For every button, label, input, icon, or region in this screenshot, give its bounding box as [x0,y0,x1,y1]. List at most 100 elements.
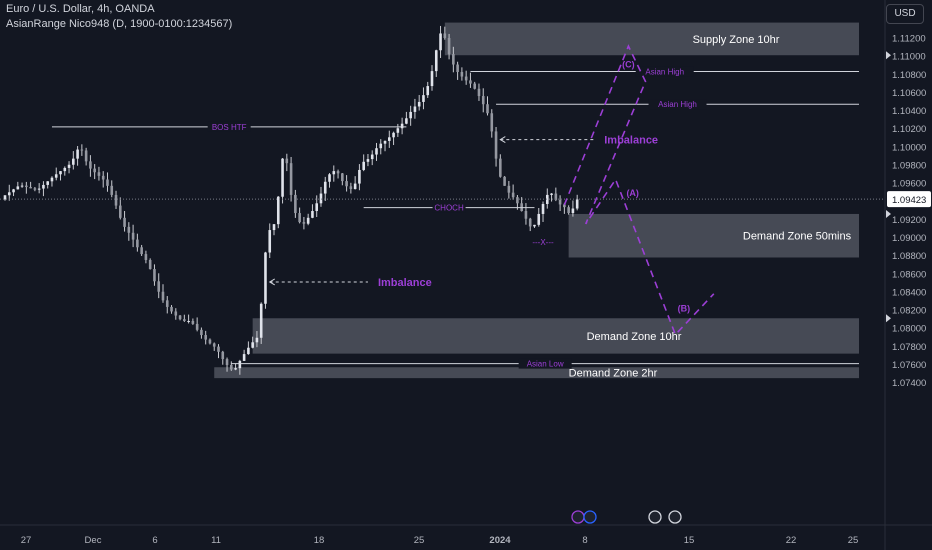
candle-body [225,359,229,365]
candle-body [37,188,41,190]
candle-body [234,368,237,370]
event-icon [571,510,585,524]
y-tick-label: 1.07400 [892,378,926,389]
candle-body [264,252,267,304]
currency-button[interactable]: USD [886,4,924,24]
candle-body [575,199,579,209]
candle-body [486,104,489,114]
y-tick-label: 1.10800 [892,70,926,81]
candle-body [533,224,536,227]
candle-body [20,185,24,187]
wave-label: (A) [626,188,639,198]
wave-label: (B) [678,303,691,313]
candle-body [255,337,259,343]
candle-body [93,168,96,173]
candle-body [148,259,152,270]
candle-body [306,217,310,224]
candle-body [434,50,438,72]
x-tick-label: 2024 [489,535,511,546]
candle-body [490,113,494,132]
candle-body [195,323,199,330]
candle-body [422,95,425,102]
indicator-legend[interactable]: AsianRange Nico948 (D, 1900-0100:1234567… [6,18,233,30]
y-tick-label: 1.08600 [892,269,926,280]
event-icon [583,510,597,524]
candle-body [29,186,32,189]
candle-body [131,232,135,240]
x-marker: ---X--- [532,238,554,247]
candle-body [72,158,75,165]
candle-body [165,300,169,307]
y-tick-label: 1.09200 [892,215,926,226]
candle-body [494,131,498,159]
level-label: Asian High [658,100,697,109]
candle-body [366,159,370,162]
candle-body [285,158,289,164]
candle-body [311,211,314,218]
candle-body [332,171,336,175]
candle-body [528,218,532,227]
candle-body [507,185,511,193]
candle-body [212,343,216,347]
candle-body [144,254,148,260]
y-tick-label: 1.10400 [892,106,926,117]
candle-body [110,185,114,195]
candle-body [315,203,319,212]
x-tick-label: 25 [848,535,859,546]
candle-body [183,319,186,321]
zone-rect [444,22,859,56]
x-tick-label: 11 [211,535,221,546]
candle-body [230,364,233,370]
candle-body [302,222,306,224]
candle-body [259,303,263,338]
candle-body [379,143,383,149]
candle-body [503,176,506,186]
candle-body [50,177,54,182]
x-tick-label: 6 [152,535,157,546]
candle-body [341,173,344,182]
candle-body [221,351,225,360]
candle-body [336,171,340,174]
y-tick-label: 1.08400 [892,287,926,298]
x-tick-label: 25 [414,535,425,546]
zone-edge-marker [886,314,891,323]
y-tick-label: 1.10200 [892,124,926,135]
zone-label: Demand Zone 10hr [587,331,682,343]
candle-body [106,179,109,186]
candle-body [541,203,545,214]
last-price-label: 1.09423 [892,195,926,206]
candle-body [349,186,353,190]
level-label: BOS HTF [212,123,247,132]
level-label-bg [648,99,707,110]
level-label: CHOCH [434,204,464,213]
candle-body [217,346,220,352]
candle-body [392,132,395,138]
candle-body [481,96,485,105]
candle-body [383,140,387,144]
candle-body [268,230,272,253]
candle-body [563,204,566,208]
candle-body [375,148,378,155]
zone-rect [568,213,859,258]
candle-body [170,306,173,312]
candle-body [59,171,62,175]
y-tick-label: 1.09000 [892,233,926,244]
y-tick-label: 1.11200 [892,34,926,45]
arrow-head [268,278,275,286]
candle-body [242,354,246,361]
candle-body [473,83,476,89]
candle-body [157,281,161,292]
level-label-bg [518,358,572,369]
candle-body [251,342,254,348]
candle-body [456,64,459,73]
candle-body [272,224,276,231]
x-tick-label: 8 [582,535,587,546]
y-tick-label: 1.10600 [892,88,926,99]
symbol-title[interactable]: Euro / U.S. Dollar, 4h, OANDA [6,3,155,15]
candle-body [550,193,553,195]
candle-body [400,123,404,129]
candle-body [319,193,323,204]
candle-body [537,213,541,225]
